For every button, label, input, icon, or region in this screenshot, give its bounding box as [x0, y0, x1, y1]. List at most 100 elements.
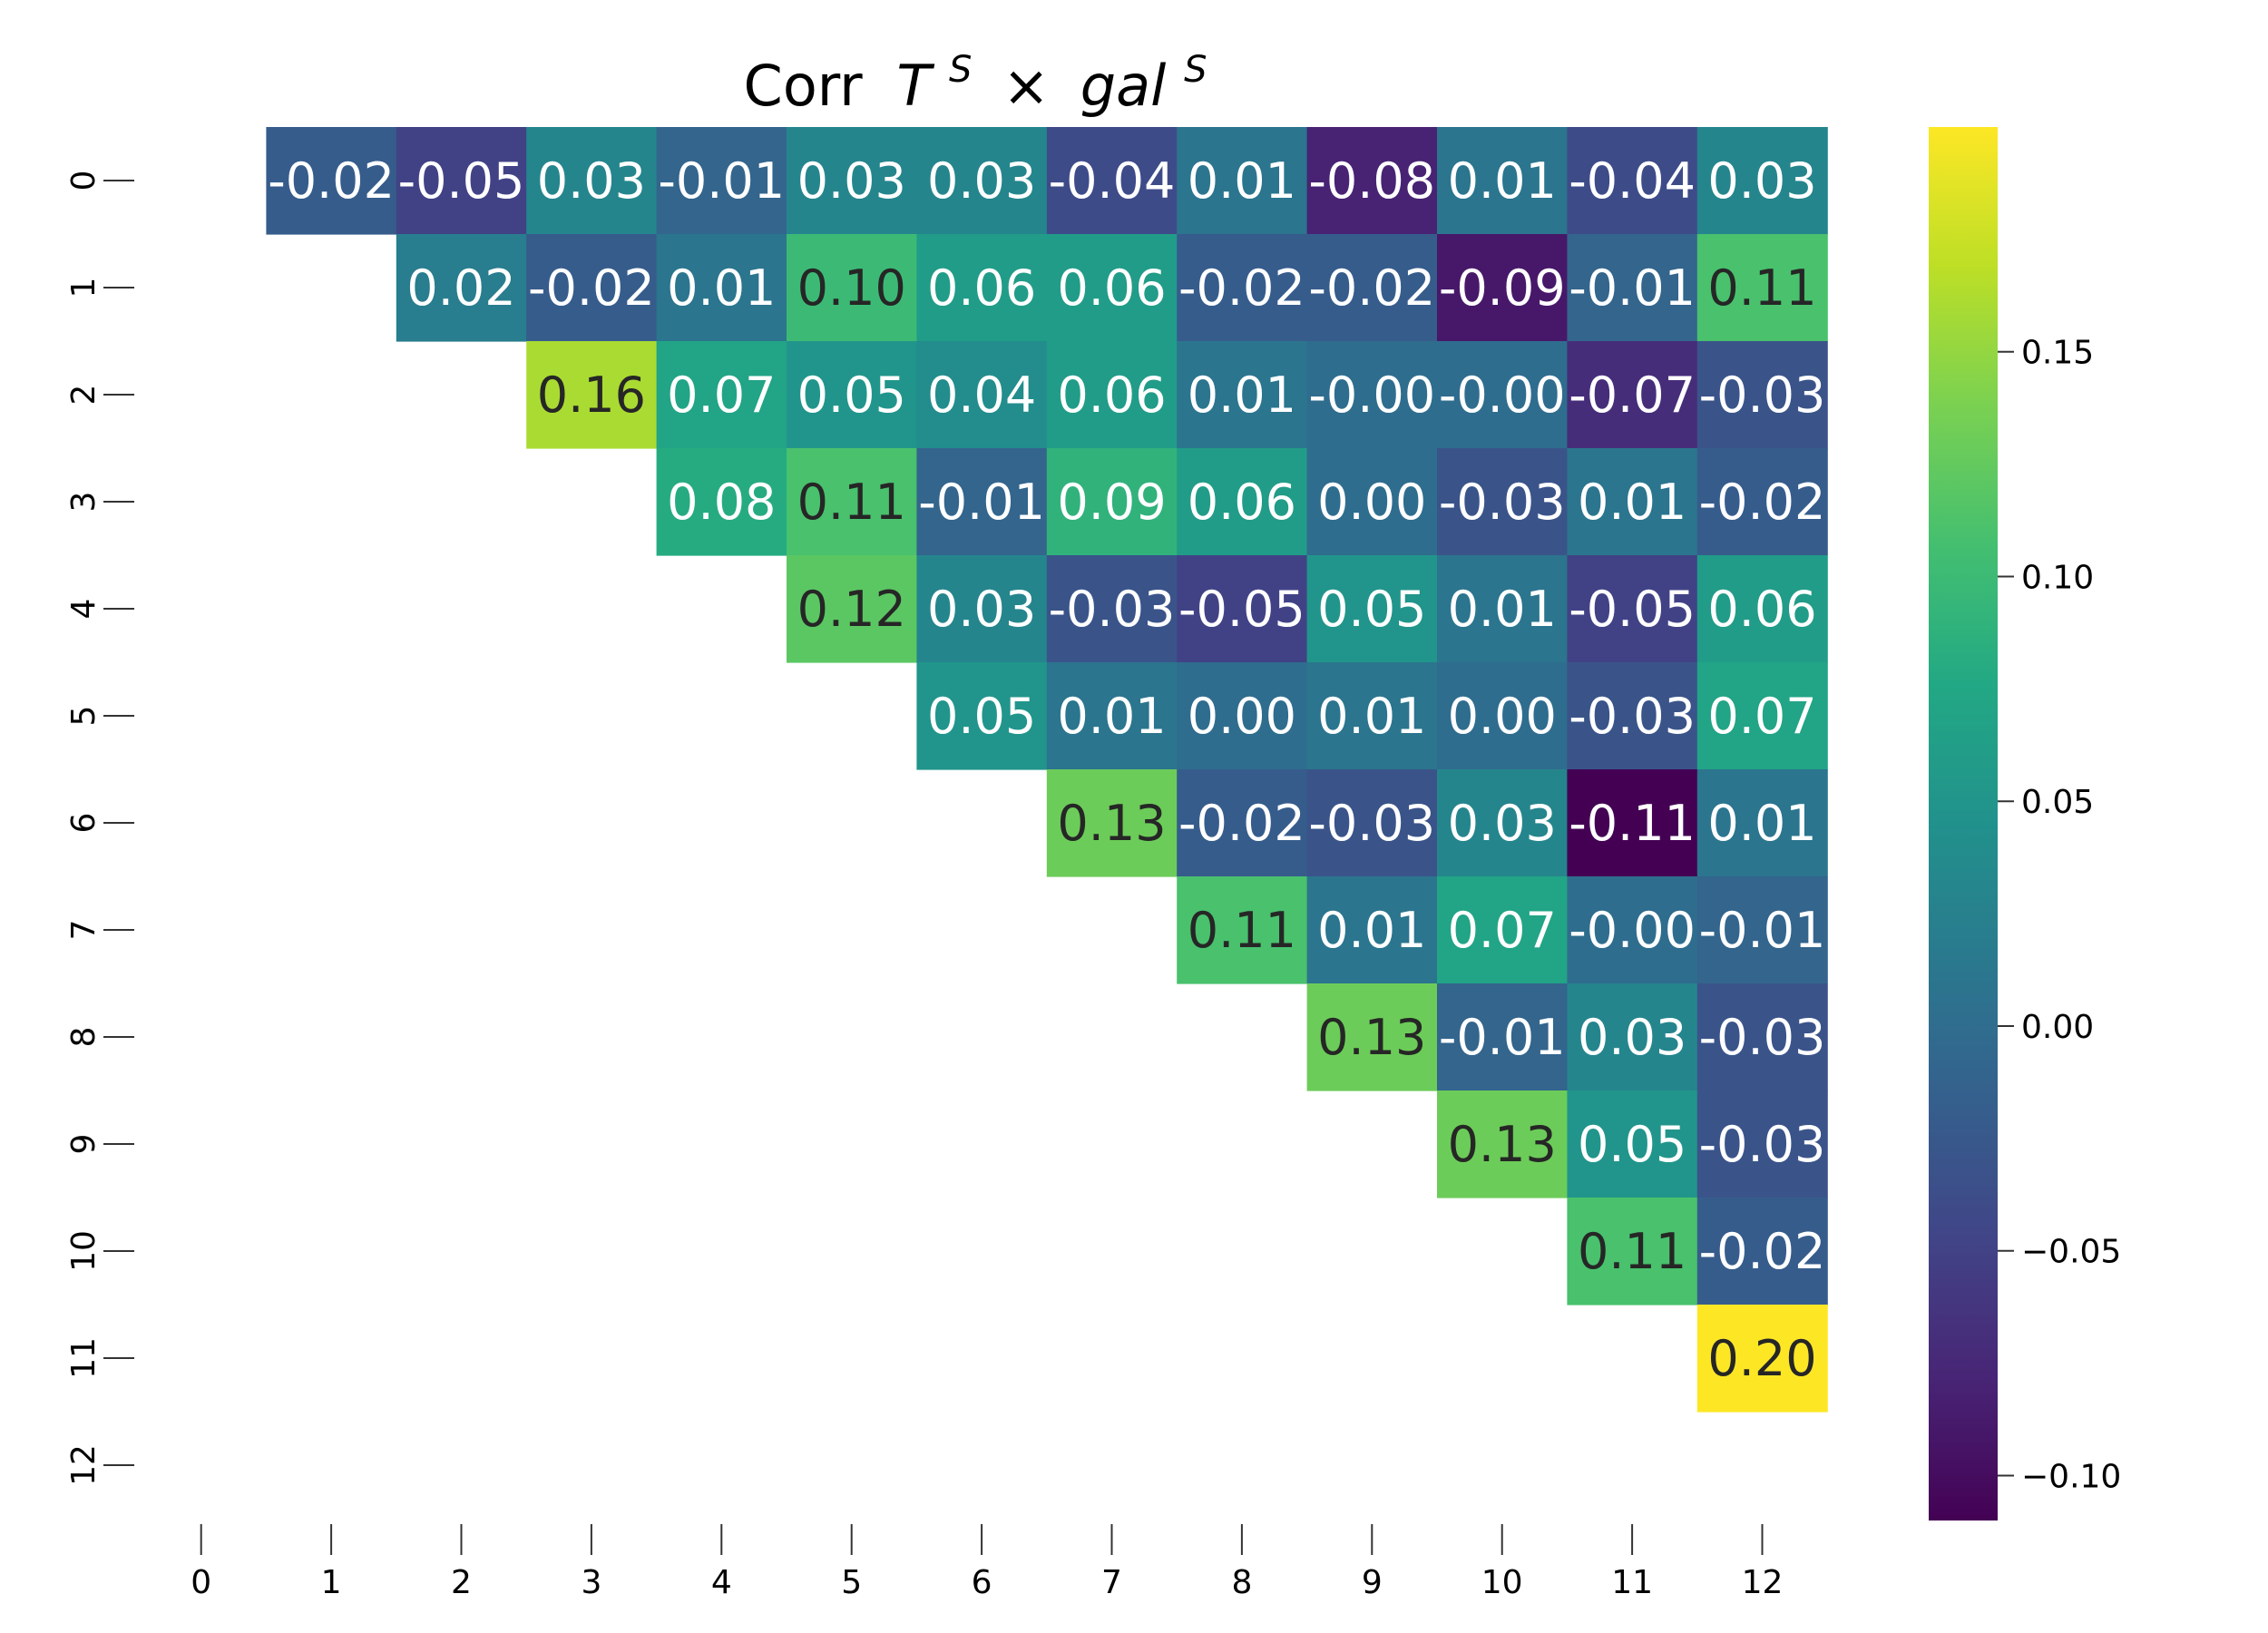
heatmap-cell — [1046, 555, 1178, 663]
cell-value-label: 0.06 — [1057, 367, 1166, 424]
heatmap-cell — [1177, 769, 1308, 877]
heatmap-cell — [1437, 234, 1568, 342]
title-superscript-gal: S — [1184, 49, 1207, 91]
heatmap-cell — [1567, 1198, 1698, 1305]
x-tick-label: 2 — [451, 1564, 472, 1601]
colorbar-tick-label: −0.10 — [2021, 1458, 2121, 1495]
x-tick-label: 11 — [1611, 1564, 1653, 1601]
y-tick-label: 5 — [65, 706, 103, 727]
heatmap-cell — [1306, 555, 1438, 663]
colorbar-tick-label: 0.00 — [2021, 1009, 2094, 1046]
cell-value-label: -0.01 — [1569, 259, 1696, 317]
heatmap-cell — [1437, 876, 1568, 984]
heatmap-cell — [1306, 448, 1438, 556]
heatmap-cell — [526, 341, 658, 449]
heatmap-cell — [1567, 983, 1698, 1091]
cell-value-label: 0.00 — [1317, 474, 1426, 531]
cell-value-label: 0.06 — [1188, 474, 1296, 531]
x-tick-label: 8 — [1231, 1564, 1252, 1601]
cell-value-label: -0.03 — [1569, 688, 1696, 745]
colorbar-tick-label: 0.15 — [2021, 335, 2094, 372]
cell-value-label: 0.11 — [1578, 1223, 1686, 1280]
heatmap-cell — [1046, 448, 1178, 556]
heatmap-cell — [1696, 127, 1828, 235]
cell-value-label: 0.01 — [1317, 688, 1426, 745]
heatmap-cell — [1696, 341, 1828, 449]
heatmap-cell — [1306, 234, 1438, 342]
title-word: Corr — [744, 53, 864, 119]
heatmap-cell — [787, 448, 917, 556]
heatmap-cell — [1046, 234, 1178, 342]
heatmap-cell — [1177, 127, 1308, 235]
heatmap-cell — [1437, 983, 1568, 1091]
cell-value-label: -0.03 — [1308, 795, 1435, 852]
cell-value-label: -0.08 — [1308, 152, 1435, 210]
y-tick-label: 1 — [65, 278, 103, 298]
heatmap-cell — [1567, 876, 1698, 984]
heatmap-cell — [656, 448, 787, 556]
heatmap-cells — [266, 127, 1828, 1413]
cell-value-label: 0.05 — [927, 688, 1036, 745]
heatmap-cell — [1177, 234, 1308, 342]
cell-value-label: 0.07 — [1707, 688, 1816, 745]
chart-title-text: Corr T S × gal S — [744, 29, 1207, 119]
cell-value-label: -0.02 — [1699, 474, 1826, 531]
heatmap-cell — [916, 555, 1048, 663]
cell-value-label: 0.05 — [1317, 581, 1426, 638]
cell-value-label: 0.05 — [1578, 1116, 1686, 1173]
y-tick-label: 3 — [65, 492, 103, 513]
x-tick-label: 4 — [711, 1564, 732, 1601]
cell-value-label: 0.11 — [797, 474, 906, 531]
heatmap-cell — [1306, 769, 1438, 877]
cell-value-label: 0.01 — [1578, 474, 1686, 531]
heatmap-cell — [656, 127, 787, 235]
heatmap-cell — [1306, 876, 1438, 984]
y-tick-label: 12 — [65, 1444, 103, 1486]
cell-value-label: 0.01 — [1448, 152, 1557, 210]
heatmap-cell — [1177, 448, 1308, 556]
y-tick-label: 2 — [65, 385, 103, 406]
x-tick-label: 6 — [972, 1564, 992, 1601]
heatmap-cell — [1567, 662, 1698, 770]
title-superscript-t: S — [949, 49, 972, 91]
heatmap-cell — [1567, 127, 1698, 235]
y-tick-label: 10 — [65, 1230, 103, 1272]
heatmap-cell — [1177, 876, 1308, 984]
cell-value-label: 0.03 — [1707, 152, 1816, 210]
x-tick-label: 3 — [581, 1564, 601, 1601]
heatmap-cell — [1696, 448, 1828, 556]
x-tick-label: 0 — [191, 1564, 211, 1601]
x-tick-label: 1 — [321, 1564, 342, 1601]
heatmap-cell — [1177, 341, 1308, 449]
y-tick-label: 11 — [65, 1337, 103, 1379]
cell-value-label: 0.01 — [1057, 688, 1166, 745]
cell-value-label: -0.11 — [1569, 795, 1696, 852]
cell-value-label: -0.04 — [1049, 152, 1176, 210]
cell-value-label: -0.02 — [1308, 259, 1435, 317]
cell-value-label: 0.03 — [927, 581, 1036, 638]
cell-value-label: 0.01 — [1448, 581, 1557, 638]
cell-value-label: -0.05 — [1569, 581, 1696, 638]
heatmap-cell — [1437, 341, 1568, 449]
cell-value-label: 0.06 — [1057, 259, 1166, 317]
heatmap-cell — [1306, 341, 1438, 449]
x-tick-label: 10 — [1481, 1564, 1523, 1601]
cell-value-label: 0.01 — [1707, 795, 1816, 852]
chart-title: Corr T S × gal S — [744, 29, 1207, 119]
cell-value-label: -0.03 — [1049, 581, 1176, 638]
cell-value-label: 0.00 — [1188, 688, 1296, 745]
cell-value-label: -0.02 — [268, 152, 395, 210]
heatmap-cell — [1696, 876, 1828, 984]
heatmap-cell — [787, 234, 917, 342]
heatmap-cell — [916, 448, 1048, 556]
x-axis: 0 1 2 3 4 5 6 7 8 9 10 11 12 — [191, 1524, 1783, 1601]
cell-value-label: 0.03 — [1448, 795, 1557, 852]
heatmap-cell — [1046, 341, 1178, 449]
heatmap-cell — [1696, 555, 1828, 663]
y-tick-label: 9 — [65, 1134, 103, 1155]
heatmap-cell — [1696, 769, 1828, 877]
cell-value-label: -0.09 — [1439, 259, 1566, 317]
heatmap-cell — [787, 341, 917, 449]
heatmap-cell — [1567, 769, 1698, 877]
heatmap-cell — [916, 127, 1048, 235]
